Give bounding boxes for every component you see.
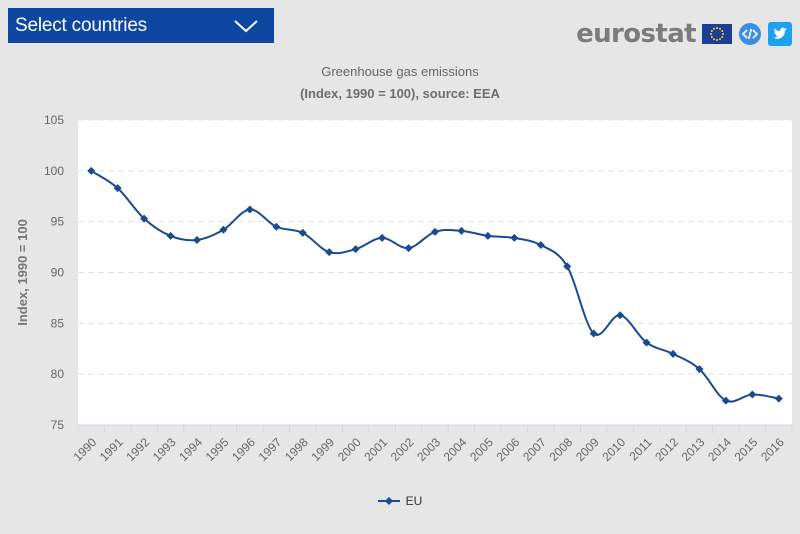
data-point bbox=[510, 233, 519, 242]
data-point bbox=[193, 235, 201, 244]
x-tick-label: 1990 bbox=[71, 435, 100, 464]
data-point bbox=[245, 205, 254, 214]
x-tick-label: 1996 bbox=[229, 435, 258, 464]
data-point bbox=[272, 222, 281, 231]
legend-label: EU bbox=[405, 494, 423, 508]
x-tick-label: 2006 bbox=[494, 435, 523, 464]
twitter-icon[interactable] bbox=[768, 22, 792, 46]
y-tick-label: 85 bbox=[51, 316, 65, 330]
data-point bbox=[457, 226, 466, 235]
data-point bbox=[536, 241, 545, 250]
plot-area bbox=[78, 120, 792, 425]
data-point bbox=[378, 233, 387, 242]
y-tick-label: 75 bbox=[51, 418, 65, 432]
x-tick-label: 2003 bbox=[414, 435, 443, 464]
x-tick-label: 1992 bbox=[123, 435, 152, 464]
y-tick-label: 100 bbox=[44, 164, 64, 178]
y-tick-label: 95 bbox=[51, 215, 65, 229]
y-axis-title: Index, 1990 = 100 bbox=[15, 219, 30, 326]
x-tick-label: 2012 bbox=[652, 435, 681, 464]
y-tick-label: 80 bbox=[51, 367, 65, 381]
x-tick-label: 2015 bbox=[732, 435, 761, 464]
data-point bbox=[616, 311, 625, 320]
x-tick-label: 2016 bbox=[758, 435, 787, 464]
legend-item-eu[interactable]: EU bbox=[0, 494, 800, 508]
data-point bbox=[589, 329, 598, 338]
chevron-down-icon bbox=[234, 19, 258, 33]
data-point bbox=[695, 365, 704, 374]
data-point bbox=[642, 338, 651, 347]
y-tick-label: 105 bbox=[44, 113, 64, 127]
eu-flag-icon bbox=[702, 24, 732, 44]
data-point bbox=[113, 184, 122, 193]
data-point bbox=[721, 396, 730, 405]
data-point bbox=[140, 214, 149, 223]
x-tick-label: 2004 bbox=[441, 435, 470, 464]
x-tick-label: 1993 bbox=[150, 435, 179, 464]
x-tick-label: 2009 bbox=[573, 435, 602, 464]
data-point bbox=[351, 245, 360, 254]
data-point bbox=[669, 349, 677, 358]
x-tick-label: 2014 bbox=[705, 435, 734, 464]
x-tick-label: 2008 bbox=[547, 435, 576, 464]
x-tick-label: 1994 bbox=[176, 435, 205, 464]
x-tick-label: 2013 bbox=[679, 435, 708, 464]
data-point bbox=[748, 390, 757, 399]
eurostat-logo: eurostat bbox=[576, 19, 697, 49]
data-point bbox=[431, 227, 439, 236]
x-tick-label: 2002 bbox=[388, 435, 417, 464]
data-point bbox=[87, 166, 96, 175]
x-tick-label: 1997 bbox=[256, 435, 285, 464]
select-countries-button[interactable]: Select countries bbox=[8, 8, 274, 43]
x-tick-label: 2001 bbox=[361, 435, 390, 464]
x-tick-label: 2010 bbox=[599, 435, 628, 464]
x-tick-label: 1998 bbox=[282, 435, 311, 464]
data-point bbox=[325, 248, 334, 257]
chart-title: Greenhouse gas emissions bbox=[321, 64, 479, 79]
x-tick-label: 1999 bbox=[309, 435, 338, 464]
brand-bar: eurostat bbox=[576, 20, 792, 48]
x-tick-label: 1995 bbox=[203, 435, 232, 464]
data-point bbox=[298, 228, 307, 237]
code-embed-icon[interactable] bbox=[738, 22, 762, 46]
data-point bbox=[404, 244, 413, 253]
x-tick-label: 1991 bbox=[97, 435, 126, 464]
data-point bbox=[483, 231, 492, 240]
chart-subtitle: (Index, 1990 = 100), source: EEA bbox=[300, 86, 500, 101]
data-point bbox=[166, 231, 175, 240]
data-point bbox=[219, 225, 228, 234]
x-tick-label: 2000 bbox=[335, 435, 364, 464]
select-countries-label: Select countries bbox=[15, 14, 147, 36]
data-point bbox=[774, 394, 783, 403]
x-tick-label: 2007 bbox=[520, 435, 549, 464]
x-tick-label: 2011 bbox=[626, 435, 654, 463]
y-tick-label: 90 bbox=[51, 266, 65, 280]
data-point bbox=[563, 262, 572, 271]
x-tick-label: 2005 bbox=[467, 435, 496, 464]
legend-diamond-icon bbox=[377, 497, 400, 505]
